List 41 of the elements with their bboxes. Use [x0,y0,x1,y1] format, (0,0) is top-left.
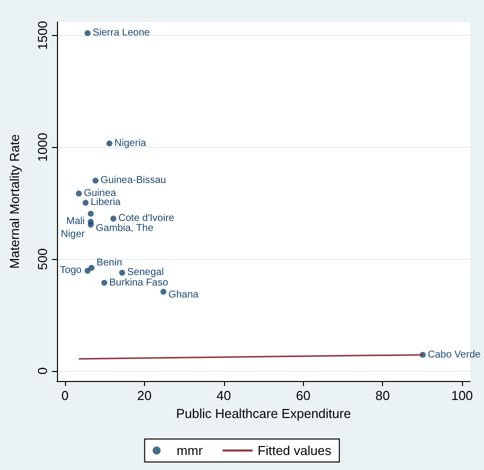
annotation: Sierra Leone [92,28,150,39]
x-tick-label: 60 [296,388,310,403]
point [88,222,94,228]
x-tick-label: 80 [375,388,390,403]
annotation: Guinea-Bissau [100,175,166,186]
y-tick-label: 1000 [35,132,50,162]
y-tick-label: 1500 [35,20,50,50]
point [88,264,95,271]
annotation: Burkina Faso [109,277,169,288]
point [88,210,94,217]
point [119,270,126,276]
annotation: Cabo Verde [428,349,481,360]
annotation: Togo [60,265,82,276]
annotation: Cote d'Ivoire [118,213,175,224]
legend-label: mmr [176,443,204,458]
annotation: Liberia [90,197,122,208]
x-axis-title: Public Healthcare Expenditure [176,406,351,421]
annotation: Benin [96,257,122,268]
point [160,288,166,295]
x-tick-label: 40 [216,388,232,403]
annotation: Mali [66,216,85,228]
point [84,268,91,274]
annotation: Niger [60,229,86,240]
point [82,200,89,206]
point [106,140,112,146]
point [92,178,99,184]
point [76,190,82,197]
legend-label: Fitted values [258,443,332,458]
annotation: Senegal [127,267,164,278]
y-tick-label: 0 [35,367,50,375]
point [101,280,108,286]
x-tick-label: 100 [451,388,473,403]
point [110,216,116,222]
annotation: Ghana [168,289,199,300]
annotation: Gambia, The [96,223,154,234]
y-tick-label: 500 [35,248,50,270]
x-tick-label: 20 [137,388,152,403]
point [84,30,91,36]
x-tick-label: 0 [61,388,69,403]
annotation: Nigeria [114,138,147,149]
y-axis-title: Maternal Mortality Rate [7,134,22,269]
